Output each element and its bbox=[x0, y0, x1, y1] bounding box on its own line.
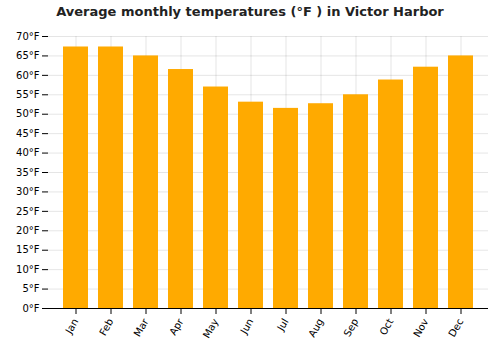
svg-text:Feb: Feb bbox=[97, 317, 115, 338]
svg-text:Apr: Apr bbox=[167, 316, 186, 337]
svg-text:5°F: 5°F bbox=[22, 283, 39, 294]
svg-text:60°F: 60°F bbox=[16, 70, 40, 81]
svg-text:Sep: Sep bbox=[342, 317, 361, 339]
svg-text:20°F: 20°F bbox=[16, 225, 40, 236]
svg-text:Jul: Jul bbox=[274, 317, 290, 334]
svg-text:65°F: 65°F bbox=[16, 50, 40, 61]
svg-text:0°F: 0°F bbox=[22, 303, 39, 314]
svg-text:Dec: Dec bbox=[446, 317, 465, 339]
svg-text:45°F: 45°F bbox=[16, 128, 40, 139]
svg-text:Aug: Aug bbox=[306, 317, 325, 339]
svg-text:Jun: Jun bbox=[238, 317, 256, 337]
svg-text:Oct: Oct bbox=[377, 317, 395, 338]
html-text:Average monthly temperatures (: Average monthly temperatures (°F ) in Vi… bbox=[56, 4, 444, 19]
svg-text:10°F: 10°F bbox=[16, 264, 40, 275]
svg-text:35°F: 35°F bbox=[16, 167, 40, 178]
svg-text:May: May bbox=[201, 317, 221, 340]
svg-text:70°F: 70°F bbox=[16, 31, 40, 42]
svg-text:15°F: 15°F bbox=[16, 244, 40, 255]
svg-text:25°F: 25°F bbox=[16, 206, 40, 217]
svg-text:55°F: 55°F bbox=[16, 89, 40, 100]
svg-text:Nov: Nov bbox=[411, 317, 430, 339]
svg-text:40°F: 40°F bbox=[16, 147, 40, 158]
svg-text:Jan: Jan bbox=[63, 317, 81, 337]
svg-text:50°F: 50°F bbox=[16, 108, 40, 119]
svg-text:Mar: Mar bbox=[132, 316, 151, 339]
svg-text:30°F: 30°F bbox=[16, 186, 40, 197]
